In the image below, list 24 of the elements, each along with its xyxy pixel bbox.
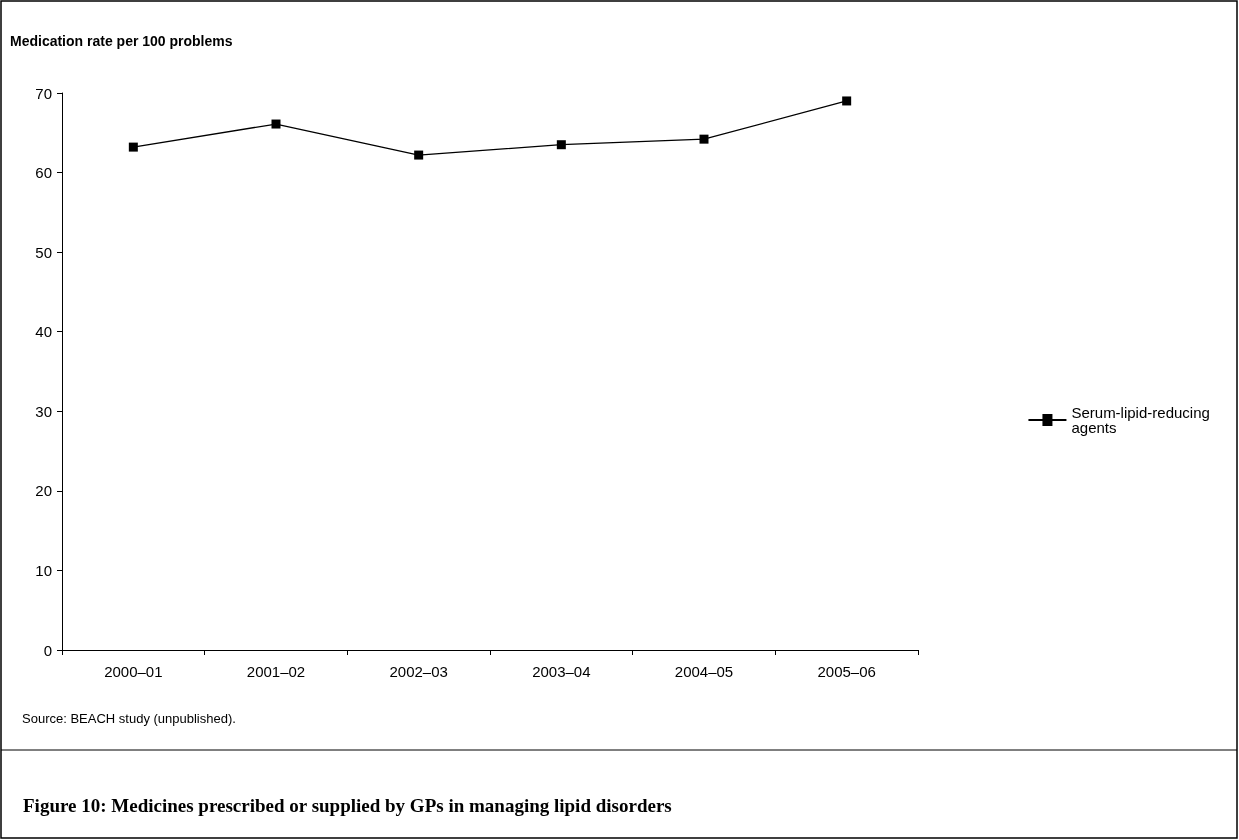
text: Figure 10: Medicines prescribed or supplied by GPs in managing lipid disorders <box>23 795 672 816</box>
y-tick-label: 10 <box>35 561 52 579</box>
x-tick-label: 2000–01 <box>104 663 163 680</box>
legend-label: Serum-lipid-reducing agents <box>1071 404 1214 436</box>
point <box>128 142 138 152</box>
x-tick-label: 2002–03 <box>389 663 448 680</box>
y-tick-label: 0 <box>43 641 52 659</box>
x-tick-label: 2005–06 <box>817 663 876 680</box>
x-tick-label: 2001–02 <box>246 663 306 680</box>
point <box>842 96 852 106</box>
y-tick-label: 20 <box>35 482 52 500</box>
x-tick-label: 2004–05 <box>674 663 734 680</box>
y-axis-title: Medication rate per 100 problems <box>10 33 233 49</box>
y-tick-label: 60 <box>35 164 52 182</box>
point <box>271 119 281 129</box>
point <box>414 150 424 160</box>
point <box>556 140 566 150</box>
y-tick-label: 40 <box>35 323 52 341</box>
y-tick-label: 70 <box>35 84 52 102</box>
y-tick-label: 50 <box>35 243 52 261</box>
x-tick-label: 2003–04 <box>532 663 591 680</box>
y-tick-label: 30 <box>35 402 52 420</box>
source-note: Source: BEACH study (unpublished). <box>22 711 236 726</box>
point <box>699 134 709 144</box>
